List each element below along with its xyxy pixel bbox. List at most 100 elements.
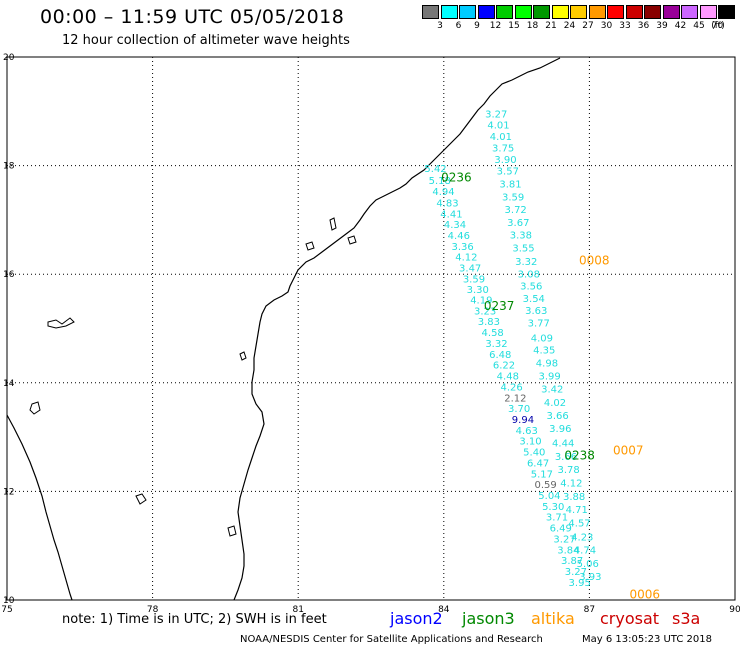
- wave-height-value: 3.27: [553, 534, 575, 545]
- page-title: 00:00 – 11:59 UTC 05/05/2018: [40, 6, 345, 28]
- color-scale-swatch: [607, 5, 624, 19]
- pass-time-label: 0008: [579, 253, 610, 267]
- altimeter-track-b: 5.425.184.944.834.414.344.463.364.123.47…: [424, 164, 590, 589]
- wave-height-value: 3.83: [478, 317, 500, 328]
- y-tick-label: 16: [3, 270, 15, 280]
- footer-credit: NOAA/NESDIS Center for Satellite Applica…: [240, 634, 543, 645]
- island-5: [347, 235, 357, 245]
- wave-height-value: 9.94: [512, 415, 534, 426]
- y-tick-label: 12: [3, 487, 14, 497]
- wave-height-value: 6.47: [527, 458, 549, 469]
- wave-height-value: 4.19: [470, 296, 492, 307]
- island-4: [305, 241, 315, 251]
- wave-height-value: 5.17: [531, 469, 553, 480]
- wave-height-value: 3.99: [538, 372, 560, 383]
- color-scale-swatch: [422, 5, 439, 19]
- x-tick-label: 90: [729, 605, 740, 615]
- y-tick-label: 14: [3, 379, 15, 389]
- island-1: [47, 317, 75, 329]
- wave-height-value: 4.71: [566, 505, 588, 516]
- color-scale-swatch: [551, 5, 569, 19]
- wave-height-value: 3.27: [565, 567, 587, 578]
- wave-height-value: 4.01: [487, 121, 509, 132]
- wave-height-value: 4.09: [531, 334, 553, 345]
- color-scale-label: 15: [508, 21, 520, 31]
- pass-time-label: 0007: [613, 443, 644, 457]
- color-scale-label: 27: [582, 21, 594, 31]
- wave-height-value: 5.18: [429, 176, 451, 187]
- wave-height-value: 3.72: [505, 205, 527, 216]
- axis-tick-labels: 75 78 81 84 87 90 20 18 16 14 12 10: [1, 53, 740, 615]
- wave-height-value: 3.84: [557, 545, 579, 556]
- color-scale-swatch: [570, 5, 587, 19]
- wave-height-value: 3.59: [502, 192, 524, 203]
- pass-time-label: 0237: [484, 299, 515, 313]
- color-scale-label: 39: [656, 21, 668, 31]
- wave-height-value: 3.30: [467, 285, 489, 296]
- legend-altika: altika: [531, 609, 575, 628]
- x-tick-label: 81: [292, 605, 303, 615]
- color-scale-label: 24: [563, 21, 576, 31]
- color-scale-swatch: [681, 5, 698, 19]
- wave-height-value: 3.56: [520, 281, 542, 292]
- wave-height-value: 3.55: [512, 243, 534, 254]
- x-tick-label: 84: [438, 605, 450, 615]
- island-7: [239, 351, 247, 361]
- pass-labels: 0236 0237 0238 0008 0007 0006: [441, 170, 660, 601]
- wave-height-value: 3.32: [485, 339, 507, 350]
- pass-time-label: 0238: [564, 448, 595, 462]
- wave-height-value: 3.88: [563, 492, 585, 503]
- wave-height-value: 3.75: [492, 143, 514, 154]
- wave-height-value: 3.70: [508, 404, 530, 415]
- color-scale-label: (ft): [711, 21, 725, 31]
- color-scale-swatch: [496, 5, 513, 19]
- color-scale-label: 70: [711, 21, 724, 31]
- wave-height-value: 4.58: [482, 328, 504, 339]
- x-tick-label: 87: [584, 605, 595, 615]
- wave-height-value: 3.71: [546, 513, 568, 524]
- wave-height-value: 3.42: [541, 385, 563, 396]
- wave-height-value: 4.26: [500, 382, 522, 393]
- wave-height-value: 3.78: [557, 465, 579, 476]
- x-tick-label: 75: [1, 605, 12, 615]
- color-scale-swatch: [477, 5, 495, 19]
- wave-height-value: 3.87: [561, 556, 583, 567]
- altimeter-track-a: 3.274.014.013.753.903.573.813.593.723.67…: [485, 109, 601, 583]
- wave-height-value: 3.59: [463, 274, 485, 285]
- wave-height-value: 5.06: [577, 559, 599, 570]
- wave-height-value: 4.23: [571, 532, 593, 543]
- sri-lanka-west-coastline: [6, 414, 73, 601]
- color-scale-swatch: [588, 5, 606, 19]
- legend-jason3: jason3: [462, 609, 515, 628]
- grid-lines: [7, 57, 735, 600]
- wave-height-value: 3.77: [528, 318, 550, 329]
- wave-height-value: 3.27: [485, 109, 507, 120]
- wave-height-value: 3.36: [451, 242, 473, 253]
- wave-height-value: 5.04: [538, 491, 560, 502]
- wave-height-value: 3.90: [494, 155, 516, 166]
- wave-height-value: 4.63: [516, 426, 538, 437]
- wave-height-value: 3.95: [569, 578, 591, 589]
- wave-height-value: 4.12: [560, 479, 582, 490]
- color-scale-label: 42: [674, 21, 687, 31]
- footer-note: note: 1) Time is in UTC; 2) SWH is in fe…: [62, 612, 327, 627]
- legend-jason2: jason2: [390, 609, 443, 628]
- wave-height-value: 4.74: [574, 545, 596, 556]
- map-frame: [6, 56, 736, 601]
- wave-height-value: 3.81: [499, 179, 521, 190]
- wave-height-value: 0.59: [535, 480, 557, 491]
- color-scale-swatch: [662, 5, 680, 19]
- page-subtitle: 12 hour collection of altimeter wave hei…: [62, 33, 350, 48]
- wave-height-value: 4.44: [552, 438, 574, 449]
- wave-height-value: 4.01: [490, 132, 512, 143]
- island-3: [135, 493, 147, 505]
- color-scale-label: 36: [637, 21, 650, 31]
- coastline: [6, 57, 561, 601]
- color-scale-swatch: [699, 5, 717, 19]
- color-scale-label: 33: [619, 21, 631, 31]
- color-scale-swatch: [533, 5, 550, 19]
- wave-height-value: 4.41: [440, 210, 462, 221]
- wave-height-value: 4.98: [536, 359, 558, 370]
- color-scale-swatch: [514, 5, 532, 19]
- wave-height-value: 4.02: [544, 398, 566, 409]
